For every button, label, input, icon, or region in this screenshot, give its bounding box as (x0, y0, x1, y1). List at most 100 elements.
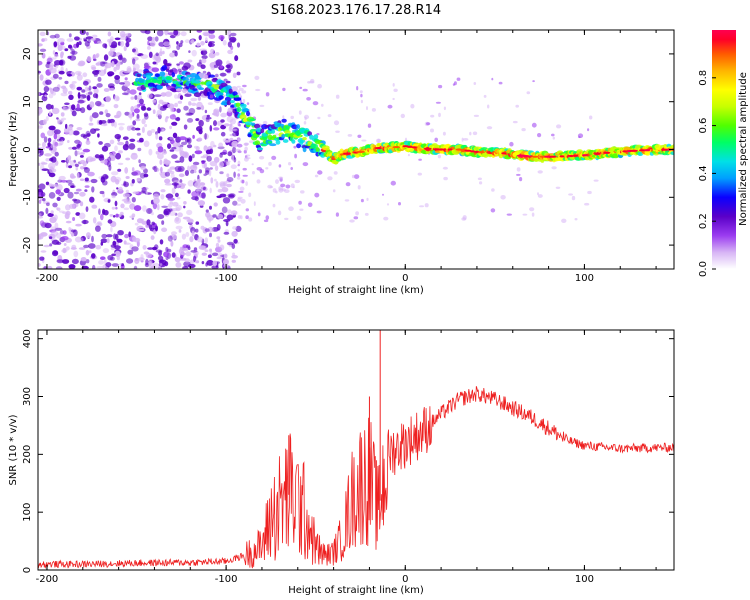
spectrogram-noise-blob (147, 36, 153, 42)
spectrogram-noise-blob (473, 82, 477, 85)
spectrogram-noise-blob (227, 151, 233, 157)
spectrogram-noise-blob (359, 90, 363, 94)
spectrogram-noise-blob (222, 197, 231, 204)
spectrogram-noise-blob (87, 171, 95, 177)
spectrogram-noise-blob (219, 106, 222, 113)
spectrogram-noise-blob (237, 173, 241, 177)
spectrogram-noise-blob (97, 76, 102, 82)
spectrogram-noise-blob (57, 44, 63, 51)
spectrogram-noise-blob (531, 122, 537, 128)
spectrogram-noise-blob (498, 81, 503, 85)
spectrogram-noise-blob (98, 208, 101, 215)
spectrogram-noise-blob (38, 199, 42, 204)
spectrogram-noise-blob (201, 192, 206, 199)
spectrogram-noise-blob (88, 85, 92, 91)
spectrogram-noise-blob (75, 188, 82, 192)
spectrogram-noise-blob (80, 107, 86, 114)
spectrogram-trace-blob (256, 147, 264, 151)
spectrogram-noise-blob (242, 174, 248, 177)
spectrogram-noise-blob (88, 122, 94, 126)
spectrogram-noise-blob (515, 104, 519, 108)
spectrogram-noise-blob (206, 114, 210, 118)
spectrogram-noise-blob (228, 194, 235, 199)
colorbar-tick-label: 0.4 (698, 165, 709, 181)
spectrogram-noise-blob (229, 118, 236, 125)
spectrogram-trace-peak (661, 148, 669, 151)
spectrogram-trace-peak (582, 154, 587, 157)
spectrogram-noise-blob (62, 259, 70, 264)
spectrogram-trace-blob (193, 80, 201, 84)
spectrogram-noise-blob (74, 36, 80, 41)
spectrogram-noise-blob (109, 214, 114, 217)
spectrogram-noise-blob (117, 230, 124, 236)
spectrogram-noise-blob (169, 234, 178, 240)
spectrogram-noise-blob (186, 118, 194, 123)
spectrogram-noise-blob (245, 208, 249, 212)
spectrogram-noise-blob (53, 214, 58, 221)
spectrogram-noise-blob (417, 172, 422, 176)
spectrogram-noise-blob (240, 198, 246, 204)
spectrogram-noise-blob (161, 150, 168, 155)
spectrogram-noise-blob (225, 220, 229, 227)
spectrogram-noise-blob (88, 91, 93, 95)
spectrogram-noise-blob (90, 38, 96, 41)
spectrogram-noise-blob (217, 146, 225, 150)
spectrogram-noise-blob (223, 123, 230, 127)
spectrogram-noise-blob (561, 218, 567, 223)
spectrogram-noise-blob (107, 71, 115, 76)
spectrogram-noise-blob (226, 214, 234, 221)
spectrogram-noise-blob (178, 229, 182, 233)
spectrogram-noise-blob (114, 37, 121, 41)
spectrogram-noise-blob (95, 225, 101, 232)
spectrogram-noise-blob (130, 106, 135, 113)
spectrogram-noise-blob (56, 207, 61, 211)
spectrogram-noise-blob (168, 211, 177, 216)
spectrogram-noise-blob (203, 173, 207, 177)
spectrogram-trace-blob (302, 147, 307, 153)
spectrogram-noise-blob (360, 99, 363, 104)
spectrogram-noise-blob (217, 188, 223, 193)
chart-title: S168.2023.176.17.28.R14 (271, 3, 441, 18)
spectrogram-noise-blob (187, 189, 191, 194)
spectrogram-noise-blob (183, 124, 188, 130)
spectrogram-trace-peak (532, 155, 539, 158)
spectrogram-noise-blob (179, 95, 184, 100)
spectrogram-noise-blob (61, 160, 66, 163)
spectrogram-noise-blob (134, 51, 139, 56)
spectrogram-noise-blob (90, 178, 98, 184)
spectrogram-trace-blob (269, 143, 277, 147)
spectrogram-noise-blob (232, 146, 237, 154)
spectrogram-noise-blob (184, 258, 190, 263)
spectrogram-trace-blob (313, 134, 319, 140)
spectrogram-noise-blob (54, 53, 59, 58)
spectrogram-noise-blob (103, 88, 110, 92)
spectrogram-noise-blob (195, 146, 200, 151)
spectrogram-noise-blob (593, 179, 599, 182)
spectrogram-noise-blob (73, 199, 81, 204)
spectrogram-noise-blob (169, 125, 173, 130)
spectrogram-noise-blob (529, 207, 535, 212)
spectrogram-noise-blob (225, 80, 231, 84)
spectrogram-noise-blob (108, 87, 115, 91)
spectrogram-noise-blob (152, 202, 158, 210)
spectrogram-noise-blob (126, 125, 132, 131)
spectrogram-noise-blob (93, 73, 98, 77)
spectrogram-noise-blob (159, 239, 164, 245)
spectrogram-noise-blob (54, 33, 60, 39)
spectrogram-noise-blob (140, 254, 144, 260)
spectrogram-noise-blob (146, 107, 152, 111)
spectrogram-noise-blob (141, 118, 146, 125)
spectrogram-noise-blob (73, 191, 80, 195)
spectrogram-noise-blob (521, 128, 526, 132)
spectrogram-noise-blob (128, 231, 132, 238)
spectrogram-noise-blob (138, 159, 141, 164)
spectrogram-noise-blob (293, 145, 297, 149)
colorbar-tick-label: 0.0 (698, 261, 709, 277)
spectrogram-noise-blob (190, 169, 195, 174)
spectrogram-noise-blob (197, 200, 206, 206)
spectrogram-noise-blob (200, 41, 205, 46)
spectrogram-noise-blob (53, 250, 58, 255)
spectrogram-noise-blob (186, 244, 191, 249)
spectrogram-noise-blob (216, 224, 221, 231)
spectrogram-noise-blob (68, 165, 73, 169)
